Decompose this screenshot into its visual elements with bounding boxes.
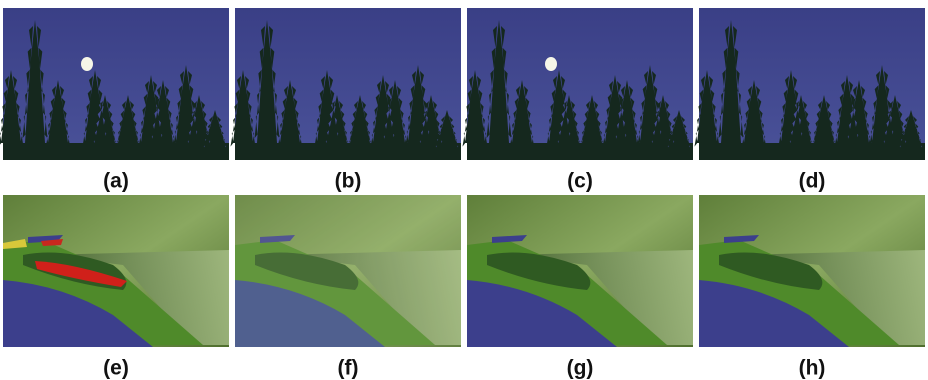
- image-panel: [463, 8, 694, 160]
- moon: [545, 57, 557, 71]
- image-panel: [695, 8, 926, 160]
- panel-label: (a): [103, 170, 129, 193]
- haze: [235, 195, 461, 347]
- image-panel: [3, 195, 229, 347]
- panel-label: (g): [567, 357, 594, 380]
- image-panel: [699, 195, 925, 347]
- panels: (a) (b) (c) (d) (e) (f) (g) (h): [0, 8, 925, 380]
- panel-label: (f): [338, 357, 359, 380]
- moon: [81, 57, 93, 71]
- image-panel: [0, 8, 229, 160]
- image-panel: [235, 195, 461, 347]
- image-panel: [231, 8, 462, 160]
- panel-label: (e): [103, 357, 129, 380]
- image-panel: [467, 195, 693, 347]
- panel-label: (d): [799, 170, 826, 193]
- figure: (a) (b) (c) (d) (e) (f) (g) (h): [0, 0, 928, 380]
- panel-label: (h): [799, 357, 826, 380]
- panel-label: (b): [335, 170, 362, 193]
- panel-label: (c): [567, 170, 593, 193]
